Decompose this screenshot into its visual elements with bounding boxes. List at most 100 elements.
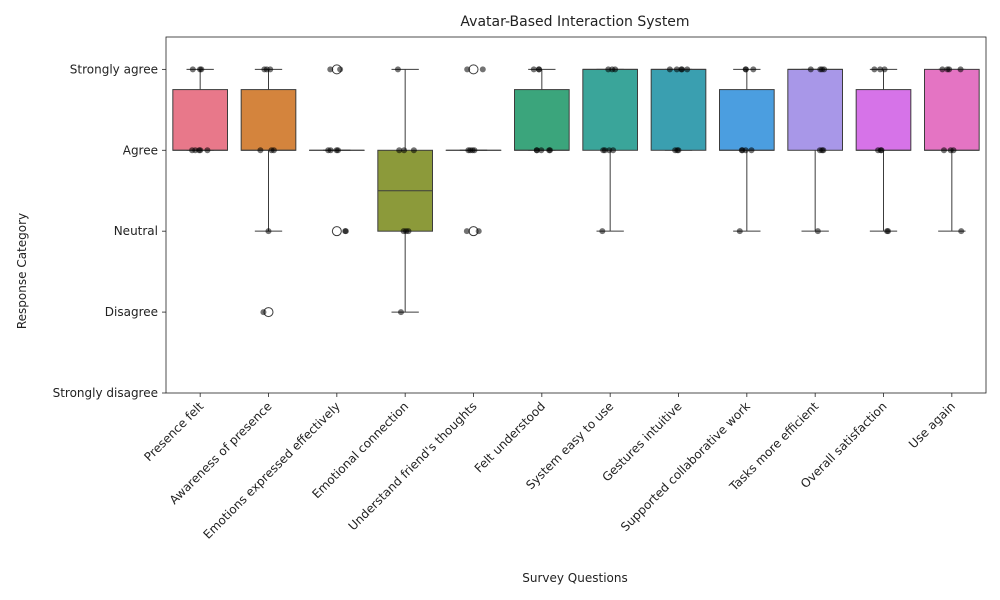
data-point — [877, 66, 884, 73]
data-point — [947, 147, 954, 154]
plot-area — [172, 64, 980, 318]
x-tick-label: Presence felt — [141, 399, 206, 464]
box-body — [514, 89, 570, 151]
y-tick-label: Neutral — [114, 224, 158, 238]
data-point — [475, 228, 482, 235]
box-2 — [240, 66, 297, 318]
box-8 — [650, 66, 707, 154]
data-point — [546, 147, 553, 154]
box-12 — [924, 66, 980, 235]
data-point — [939, 66, 946, 73]
data-point — [742, 66, 749, 73]
x-tick-label: Understand friend's thoughts — [346, 399, 480, 533]
data-point — [327, 66, 334, 73]
data-point — [871, 66, 878, 73]
data-point — [479, 66, 486, 73]
box-3 — [309, 64, 365, 237]
data-point — [816, 147, 823, 154]
y-tick-label: Disagree — [105, 305, 158, 319]
data-point — [533, 147, 540, 154]
data-point — [946, 66, 953, 73]
plot-frame — [165, 36, 987, 394]
data-point — [189, 147, 196, 154]
y-tick-label: Strongly disagree — [53, 386, 158, 400]
data-point — [333, 147, 340, 154]
data-point — [261, 66, 268, 73]
data-point — [601, 147, 608, 154]
data-point — [666, 66, 673, 73]
x-tick-label: Emotions expressed effectively — [200, 399, 343, 542]
data-point — [467, 147, 474, 154]
box-4 — [377, 66, 434, 316]
box-10 — [787, 66, 843, 235]
data-point — [198, 66, 205, 73]
data-point — [684, 66, 691, 73]
data-point — [197, 147, 204, 154]
data-point — [401, 147, 408, 154]
data-point — [189, 66, 196, 73]
box-9 — [719, 66, 775, 235]
box-body — [787, 68, 843, 151]
data-point — [530, 66, 537, 73]
box-1 — [172, 66, 228, 154]
outlier-marker — [468, 64, 479, 75]
box-body — [719, 89, 775, 151]
box-7 — [582, 66, 638, 235]
data-point — [675, 147, 682, 154]
data-point — [738, 147, 745, 154]
data-point — [204, 147, 211, 154]
data-point — [463, 228, 470, 235]
data-point — [748, 147, 755, 154]
data-point — [342, 228, 349, 235]
y-axis-label: Response Category — [15, 213, 29, 329]
data-point — [337, 66, 344, 73]
data-point — [405, 228, 412, 235]
y-tick-label: Strongly agree — [70, 62, 158, 76]
y-tick-label: Agree — [123, 143, 158, 157]
data-point — [736, 228, 743, 235]
data-point — [750, 66, 757, 73]
x-axis-label: Survey Questions — [522, 571, 627, 585]
data-point — [397, 309, 404, 316]
box-11 — [855, 66, 912, 235]
data-point — [612, 66, 619, 73]
box-body — [172, 89, 228, 151]
box-body — [582, 68, 638, 151]
data-point — [535, 66, 542, 73]
data-point — [396, 147, 403, 154]
data-point — [325, 147, 332, 154]
data-point — [957, 66, 964, 73]
data-point — [673, 66, 680, 73]
box-body — [650, 68, 707, 151]
data-point — [678, 66, 685, 73]
data-point — [260, 309, 267, 316]
data-point — [885, 228, 892, 235]
chart-title: Avatar-Based Interaction System — [460, 14, 689, 30]
x-tick-label: Supported collaborative work — [618, 399, 753, 534]
box-6 — [514, 66, 570, 154]
data-point — [265, 228, 272, 235]
data-point — [821, 66, 828, 73]
data-point — [599, 228, 606, 235]
data-point — [257, 147, 264, 154]
box-body — [855, 89, 912, 151]
box-5 — [445, 64, 502, 237]
data-point — [605, 66, 612, 73]
data-point — [268, 147, 275, 154]
box-body — [240, 89, 297, 151]
data-point — [471, 147, 478, 154]
data-point — [807, 66, 814, 73]
data-point — [881, 66, 888, 73]
data-point — [606, 147, 613, 154]
data-point — [538, 147, 545, 154]
data-point — [464, 66, 471, 73]
data-point — [410, 147, 417, 154]
x-tick-label: Felt understood — [472, 399, 548, 475]
data-point — [958, 228, 965, 235]
data-point — [940, 147, 947, 154]
data-point — [878, 147, 885, 154]
data-point — [394, 66, 401, 73]
x-tick-label: Use again — [906, 399, 958, 451]
